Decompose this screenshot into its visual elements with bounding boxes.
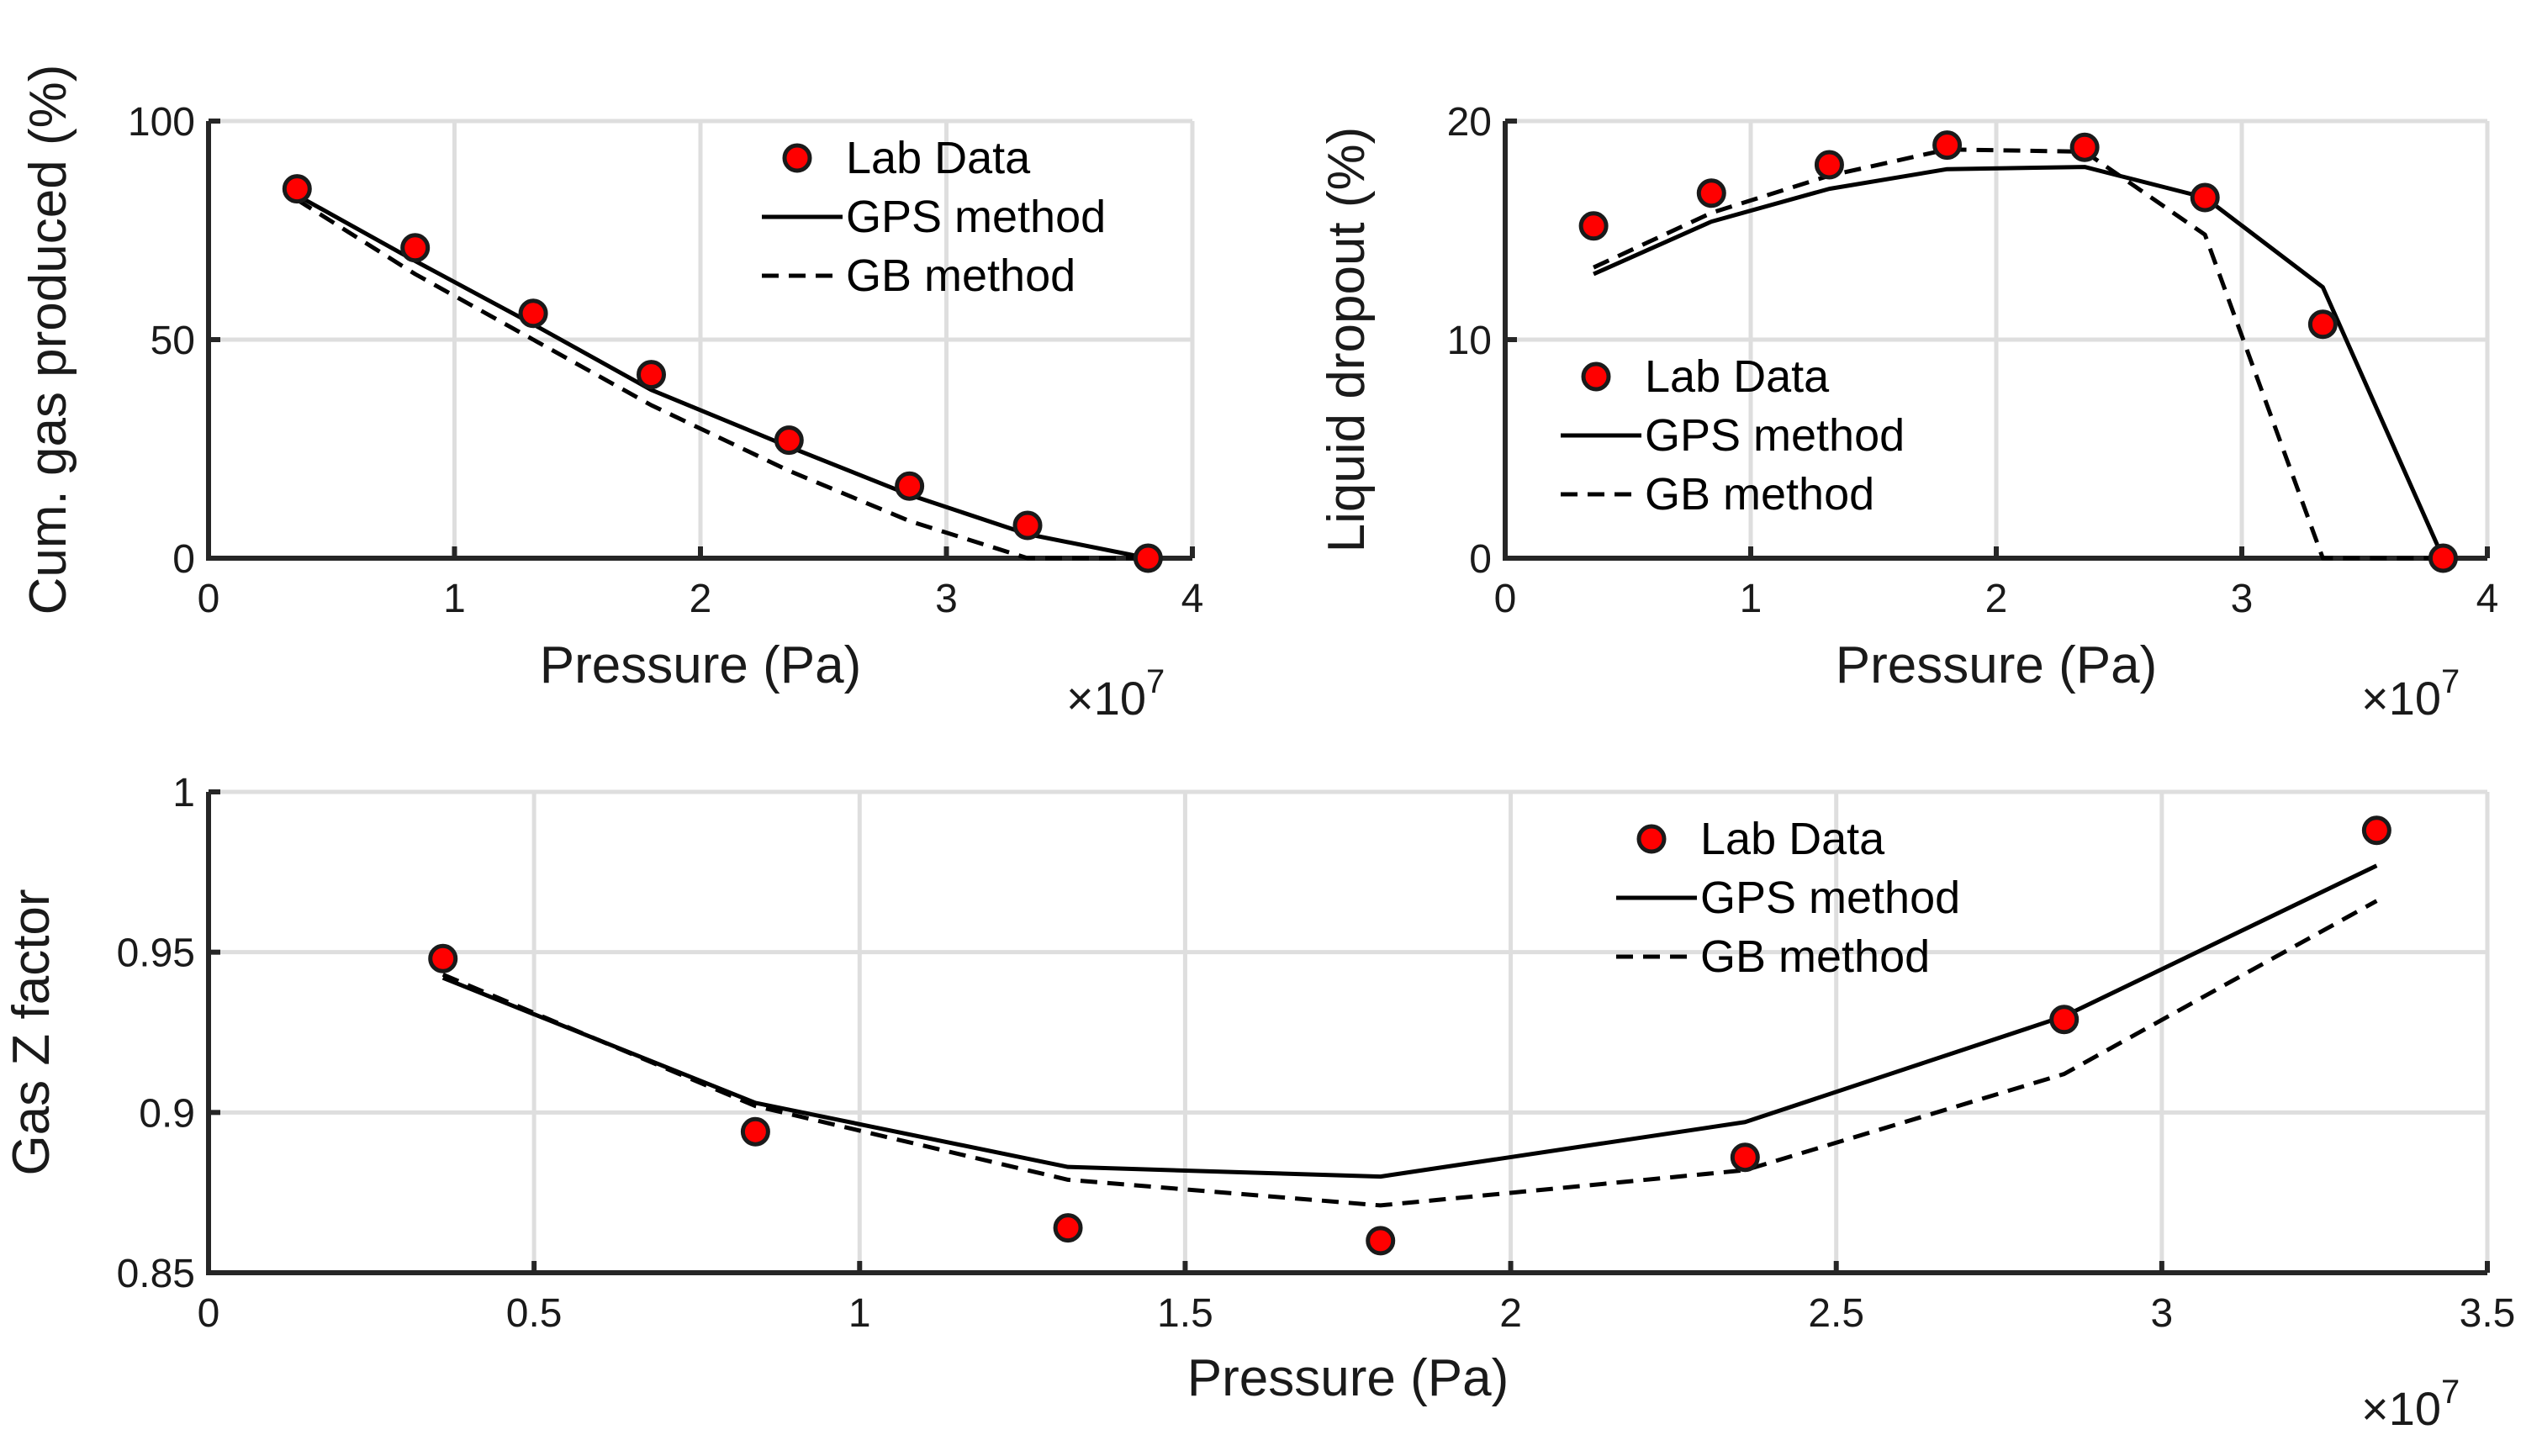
x-tick-label: 1.5 — [1157, 1291, 1213, 1336]
x-axis-label: Pressure (Pa) — [1836, 636, 2157, 694]
lab-data-point — [2428, 543, 2458, 573]
lab-data-point — [1012, 510, 1043, 541]
x-tick-label: 2.5 — [1808, 1291, 1864, 1336]
gas-z-panel: 0 0.5 1 1.5 2 2.5 3 3.5 0.85 0.9 0.95 1 Pressure (Pa… — [3, 771, 2515, 1435]
gb-method-line — [441, 899, 2378, 1208]
lab-data-point — [428, 943, 458, 973]
x-axis-label: Pressure (Pa) — [1187, 1349, 1509, 1407]
x-tick-label: 2 — [1985, 577, 2008, 621]
lab-data-point — [1932, 130, 1963, 161]
x-tick-label: 0 — [198, 1291, 220, 1336]
y-tick-label: 0.9 — [139, 1091, 195, 1136]
legend-label: Lab Data — [1645, 351, 1830, 402]
y-tick-label: 0 — [172, 537, 195, 582]
lab-data-point — [637, 360, 666, 390]
lab-data-point — [2361, 815, 2391, 846]
lab-data-point — [740, 1116, 770, 1147]
legend-label: GB method — [1700, 931, 1930, 982]
lab-data-point — [1366, 1226, 1396, 1256]
x-exponent-label: ×107 — [2361, 1374, 2460, 1435]
legend-marker-lab-data — [1636, 824, 1667, 854]
legend-marker-lab-data — [1581, 361, 1611, 392]
x-tick-label: 3 — [2231, 577, 2254, 621]
y-tick-label: 50 — [151, 319, 195, 363]
x-exponent-label: ×107 — [1066, 663, 1165, 725]
x-tick-label: 3 — [935, 577, 958, 621]
liquid-dropout-panel: 0 1 2 3 4 0 10 20 Pressure (Pa) Liquid dropout (%… — [1318, 100, 2498, 725]
legend-label: GB method — [846, 251, 1075, 301]
lab-data-point — [400, 233, 431, 263]
x-tick-label: 0 — [1494, 577, 1517, 621]
cum-gas-panel: 0 1 2 3 4 0 50 100 Pressure (Pa) Cum. gas produce… — [19, 65, 1203, 725]
lab-data-point — [2049, 1005, 2080, 1035]
y-tick-label: 0.85 — [117, 1252, 195, 1296]
x-tick-label: 3 — [2151, 1291, 2174, 1336]
y-tick-label: 0 — [1469, 537, 1492, 582]
x-tick-label: 4 — [2476, 577, 2499, 621]
legend: Lab Data GPS method GB method — [762, 133, 1106, 301]
y-tick-label: 1 — [172, 771, 195, 815]
y-tick-label: 10 — [1447, 319, 1492, 363]
lab-data-point — [1730, 1142, 1760, 1173]
legend-label: Lab Data — [846, 133, 1031, 183]
x-tick-label: 1 — [443, 577, 466, 621]
legend-label: Lab Data — [1700, 814, 1885, 864]
y-axis-label: Liquid dropout (%) — [1318, 127, 1376, 553]
lab-data-point — [1133, 543, 1163, 573]
lab-data-point — [774, 425, 804, 456]
x-tick-label: 0.5 — [506, 1291, 563, 1336]
legend: Lab Data GPS method GB method — [1616, 814, 1960, 982]
x-tick-label: 0 — [198, 577, 220, 621]
legend: Lab Data GPS method GB method — [1561, 351, 1905, 520]
x-tick-label: 1 — [848, 1291, 871, 1336]
x-axis-label: Pressure (Pa) — [540, 636, 861, 694]
legend-label: GPS method — [1645, 410, 1905, 461]
lab-data-point — [2307, 309, 2338, 340]
y-axis-label: Cum. gas produced (%) — [19, 65, 77, 615]
gb-method-line — [295, 198, 1149, 561]
gps-method-line — [1593, 165, 2445, 560]
y-tick-label: 100 — [128, 100, 195, 145]
legend-label: GPS method — [846, 192, 1106, 242]
y-axis-label: Gas Z factor — [3, 889, 61, 1175]
lab-data-point — [1053, 1213, 1083, 1243]
x-tick-label: 4 — [1181, 577, 1204, 621]
y-tick-label: 0.95 — [117, 931, 195, 976]
lab-data-point — [895, 471, 925, 501]
lab-data-point — [282, 174, 312, 204]
lab-data-point — [518, 298, 548, 329]
x-tick-label: 3.5 — [2460, 1291, 2516, 1336]
x-exponent-label: ×107 — [2361, 663, 2460, 725]
lab-data-point — [1578, 211, 1609, 241]
legend-label: GPS method — [1700, 873, 1960, 923]
x-tick-label: 2 — [1499, 1291, 1522, 1336]
legend-marker-lab-data — [782, 143, 812, 173]
lab-data-point — [1696, 178, 1726, 208]
gps-method-line — [296, 193, 1149, 561]
x-tick-label: 1 — [1740, 577, 1762, 621]
x-tick-label: 2 — [690, 577, 712, 621]
legend-label: GB method — [1645, 469, 1874, 520]
lab-data-point — [1814, 150, 1844, 180]
y-tick-label: 20 — [1447, 100, 1492, 145]
lab-data-point — [2069, 132, 2100, 162]
gb-method-line — [1593, 147, 2444, 561]
lab-data-point — [2190, 182, 2220, 213]
